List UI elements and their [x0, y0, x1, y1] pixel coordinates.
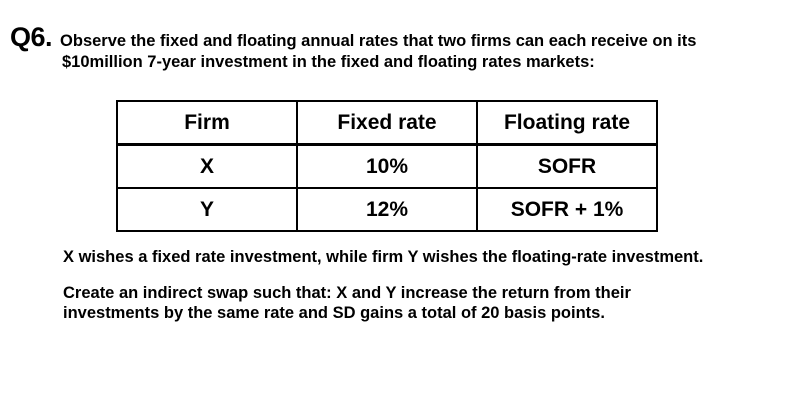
question-text-line-1: Observe the fixed and floating annual ra… [60, 32, 697, 50]
header-fixed-rate: Fixed rate [296, 100, 478, 146]
question-number: Q6. [10, 22, 53, 52]
paragraph-task-line-1: Create an indirect swap such that: X and… [63, 284, 631, 302]
header-firm: Firm [116, 100, 298, 146]
question-line-1: Q6. Observe the fixed and floating annua… [10, 22, 800, 53]
cell-fixed-rate: 12% [296, 187, 478, 232]
table-header-row: Firm Fixed rate Floating rate [116, 100, 658, 146]
rates-table: Firm Fixed rate Floating rate X 10% SOFR… [116, 100, 658, 232]
question: Q6. Observe the fixed and floating annua… [10, 22, 800, 72]
cell-fixed-rate: 10% [296, 143, 478, 189]
paragraph-task-line-2: investments by the same rate and SD gain… [63, 304, 605, 322]
table-row: Y 12% SOFR + 1% [116, 187, 658, 232]
header-floating-rate: Floating rate [476, 100, 658, 146]
cell-floating-rate: SOFR [476, 143, 658, 189]
cell-firm: X [116, 143, 298, 189]
cell-firm: Y [116, 187, 298, 232]
cell-floating-rate: SOFR + 1% [476, 187, 658, 232]
paragraph-task: Create an indirect swap such that: X and… [63, 283, 631, 323]
table-row: X 10% SOFR [116, 143, 658, 189]
question-text-line-2: $10million 7-year investment in the fixe… [62, 53, 595, 71]
paragraph-preferences: X wishes a fixed rate investment, while … [63, 248, 704, 266]
